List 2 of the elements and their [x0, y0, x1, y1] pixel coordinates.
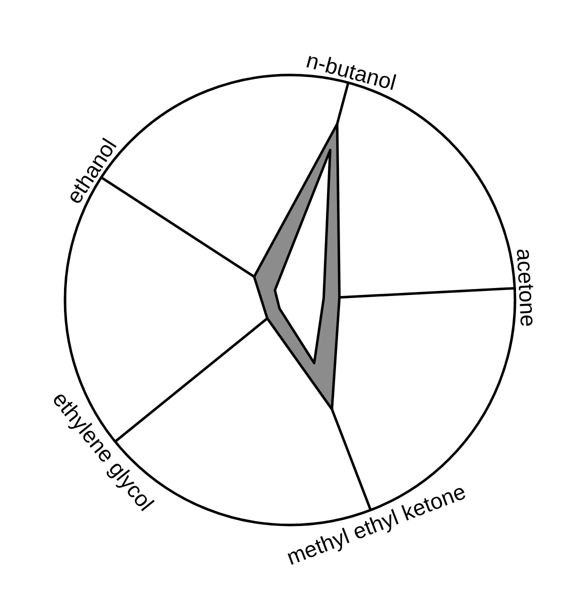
spoke-label: n-butanol: [304, 47, 399, 96]
spoke-label: acetone: [512, 248, 541, 328]
